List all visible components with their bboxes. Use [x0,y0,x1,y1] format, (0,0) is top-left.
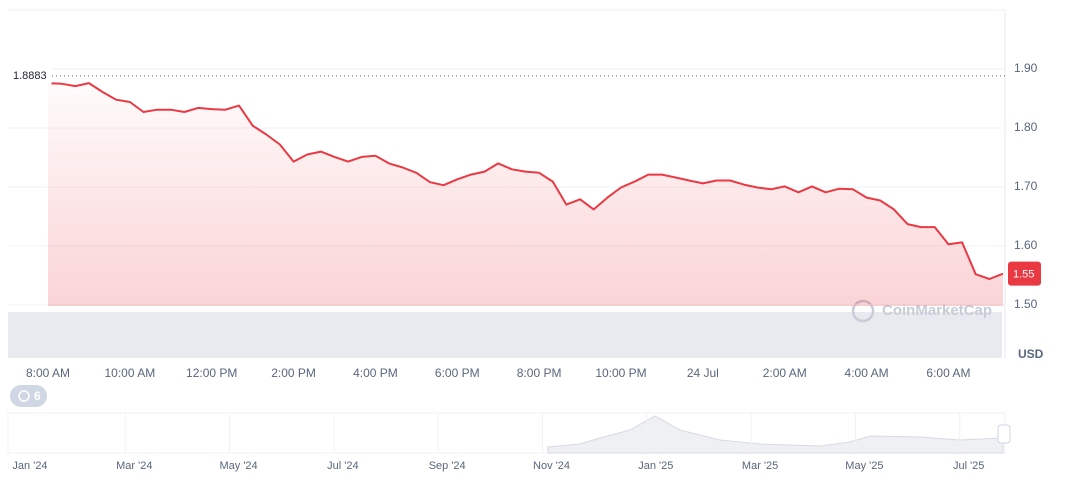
navigator-area [547,415,1004,454]
x-tick-label: 8:00 AM [26,366,70,380]
y-tick-label: 1.50 [1014,297,1038,311]
x-tick-label: 10:00 AM [105,366,156,380]
x-tick-label: 2:00 PM [271,366,316,380]
y-unit: USD [1018,347,1044,361]
y-tick-label: 1.80 [1014,120,1038,134]
reference-label-bg [8,66,52,85]
navigator-label: Mar '25 [742,460,778,472]
x-tick-label: 6:00 AM [926,366,970,380]
x-tick-label: 2:00 AM [763,366,807,380]
navigator-handle[interactable] [997,424,1011,444]
y-tick-label: 1.60 [1014,238,1038,252]
x-tick-label: 8:00 PM [517,366,562,380]
navigator-label: Jul '25 [953,460,984,472]
x-tick-label: 6:00 PM [435,366,480,380]
navigator-label: Mar '24 [116,460,152,472]
x-tick-label: 4:00 PM [353,366,398,380]
volume-band [8,312,1002,358]
x-tick-label: 12:00 PM [186,366,237,380]
navigator-label: May '25 [845,460,883,472]
navigator-label: May '24 [220,460,258,472]
badge-count: 6 [34,389,41,403]
y-tick-label: 1.90 [1014,61,1038,75]
area [48,83,1003,306]
navigator-label: Sep '24 [429,460,466,472]
current-price-bg [1008,261,1041,286]
navigator-label: Jan '24 [12,460,47,472]
x-tick-label: 24 Jul [687,366,719,380]
x-tick-label: 10:00 PM [595,366,646,380]
y-tick-label: 1.70 [1014,179,1038,193]
x-tick-label: 4:00 AM [845,366,889,380]
navigator-label: Nov '24 [533,460,570,472]
price-line [47,82,1004,280]
current-price-label: 1.55 [1013,269,1034,281]
watermark-text: CoinMarketCap [882,302,992,319]
badge: 6 [10,385,47,407]
badge-icon [18,390,30,402]
reference-label: 1.8883 [13,70,47,82]
navigator-label: Jan '25 [638,460,673,472]
navigator-label: Jul '24 [327,460,358,472]
